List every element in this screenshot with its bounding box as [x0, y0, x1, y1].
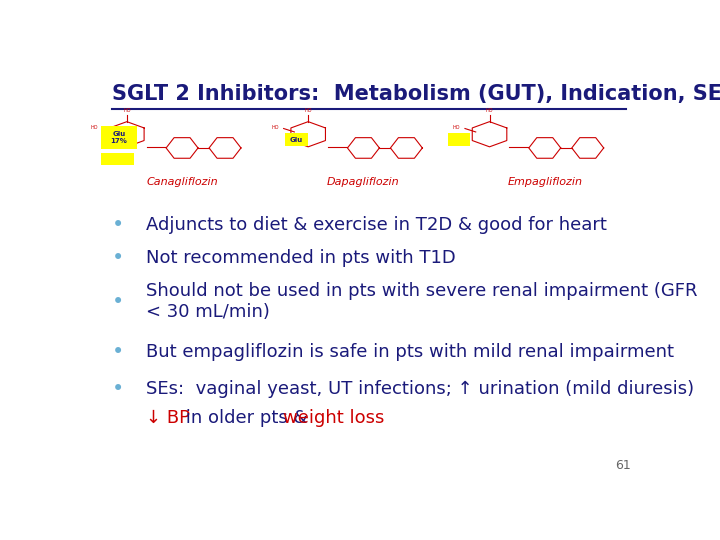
Text: Not recommended in pts with T1D: Not recommended in pts with T1D [145, 249, 456, 267]
Text: HO: HO [90, 125, 98, 130]
Text: HO: HO [453, 125, 460, 130]
Text: But empagliflozin is safe in pts with mild renal impairment: But empagliflozin is safe in pts with mi… [145, 343, 674, 361]
Text: in older pts &: in older pts & [180, 409, 313, 427]
Text: Glu
17%: Glu 17% [111, 131, 127, 144]
Text: HO: HO [271, 125, 279, 130]
Text: •: • [112, 292, 124, 312]
Text: SEs:  vaginal yeast, UT infections; ↑ urination (mild diuresis): SEs: vaginal yeast, UT infections; ↑ uri… [145, 380, 694, 398]
Text: •: • [112, 215, 124, 235]
Text: •: • [112, 248, 124, 268]
Text: 61: 61 [616, 460, 631, 472]
Text: Empagliflozin: Empagliflozin [508, 177, 582, 187]
Text: Canagliflozin: Canagliflozin [146, 177, 218, 187]
Text: Glu: Glu [290, 137, 303, 143]
Text: Adjuncts to diet & exercise in T2D & good for heart: Adjuncts to diet & exercise in T2D & goo… [145, 216, 607, 234]
Text: HO: HO [123, 107, 130, 112]
FancyBboxPatch shape [101, 125, 137, 149]
Text: •: • [112, 379, 124, 399]
Text: •: • [112, 342, 124, 362]
Text: weight loss: weight loss [283, 409, 384, 427]
FancyBboxPatch shape [101, 152, 134, 165]
Text: Should not be used in pts with severe renal impairment (GFR
< 30 mL/min): Should not be used in pts with severe re… [145, 282, 697, 321]
Text: HO: HO [305, 107, 312, 112]
FancyBboxPatch shape [448, 133, 470, 146]
FancyBboxPatch shape [285, 133, 307, 146]
Text: SGLT 2 Inhibitors:  Metabolism (GUT), Indication, SEs: SGLT 2 Inhibitors: Metabolism (GUT), Ind… [112, 84, 720, 104]
Text: HO: HO [486, 107, 493, 112]
Text: ↓ BP: ↓ BP [145, 409, 190, 427]
Text: Dapagliflozin: Dapagliflozin [327, 177, 400, 187]
